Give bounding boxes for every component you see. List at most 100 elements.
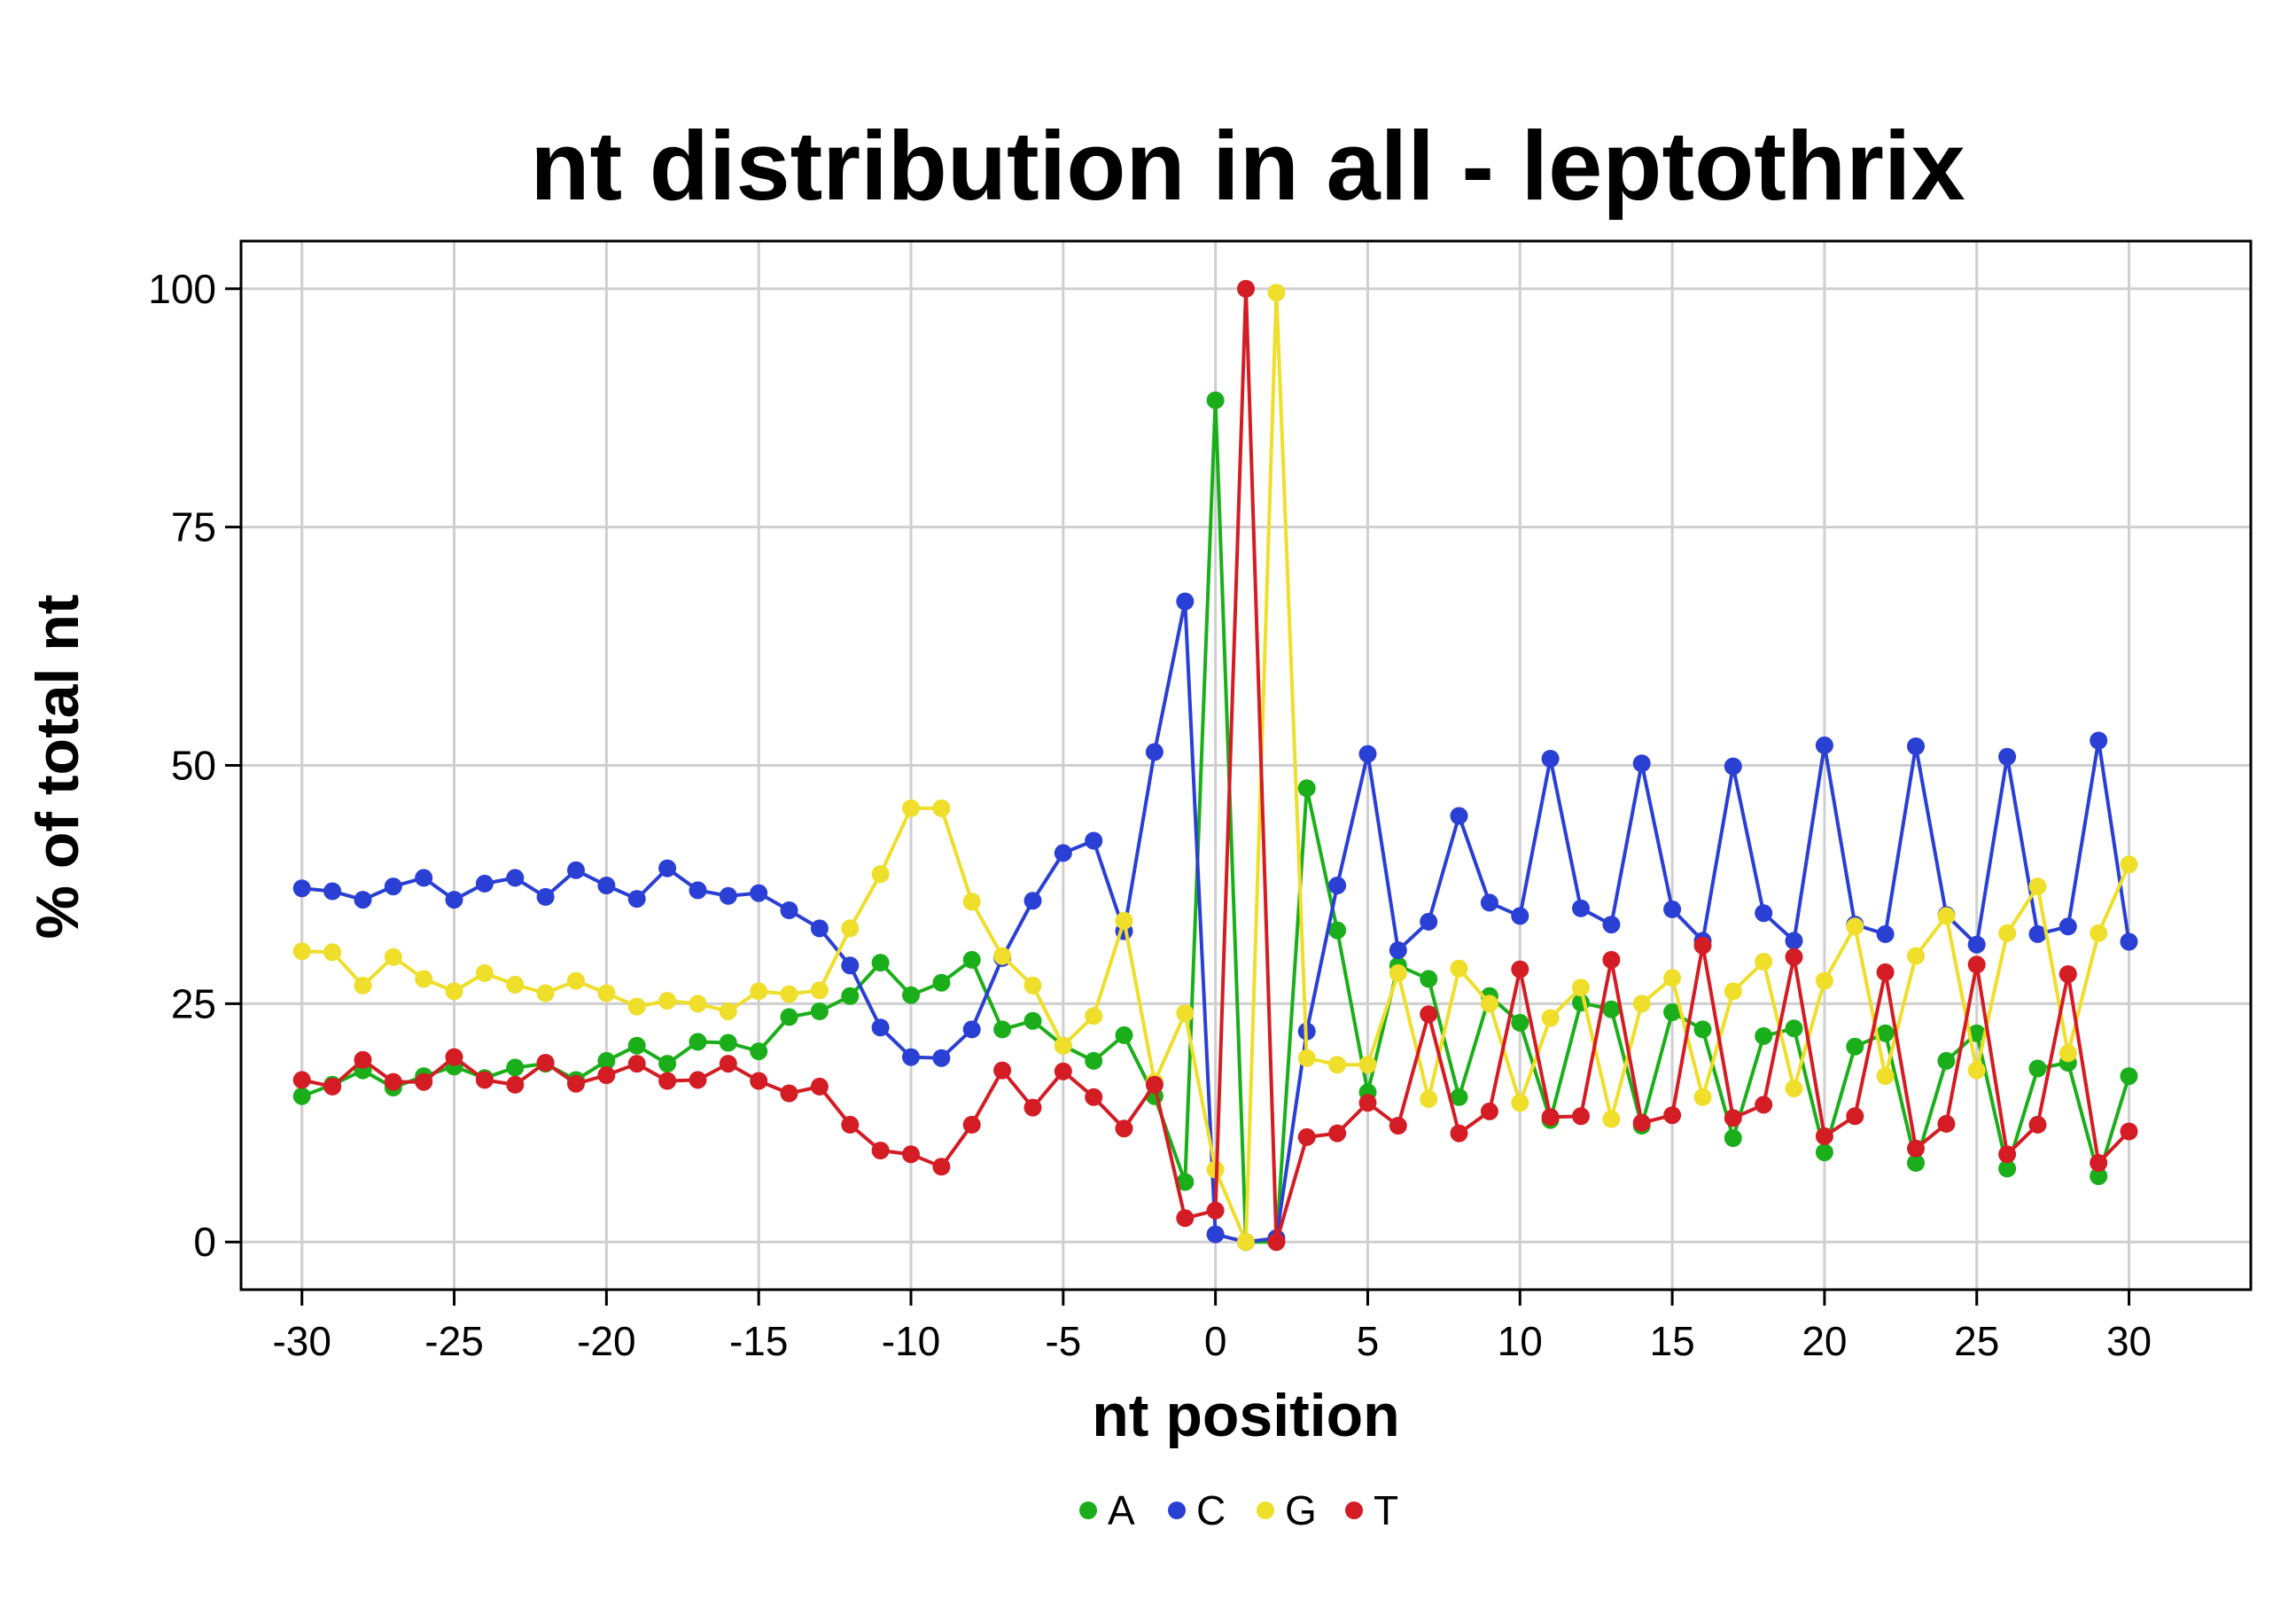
data-point-c	[1145, 743, 1164, 761]
legend-label-g: G	[1285, 1487, 1317, 1533]
data-point-t	[689, 1071, 707, 1089]
data-point-a	[1846, 1037, 1864, 1056]
data-point-a	[1176, 1173, 1195, 1191]
data-point-a	[1115, 1026, 1133, 1044]
data-point-t	[323, 1077, 342, 1096]
data-point-a	[993, 1020, 1012, 1039]
data-point-c	[1541, 750, 1560, 768]
x-tick-label: 30	[2106, 1318, 2152, 1364]
data-point-g	[1541, 1009, 1560, 1027]
data-point-g	[658, 992, 677, 1010]
data-point-t	[2028, 1115, 2047, 1134]
data-point-t	[2120, 1122, 2138, 1141]
data-point-g	[871, 865, 890, 884]
legend-label-t: T	[1374, 1487, 1398, 1533]
data-point-t	[627, 1055, 646, 1073]
data-point-c	[2120, 932, 2138, 951]
data-point-c	[323, 882, 342, 901]
data-point-c	[1967, 935, 1986, 954]
data-point-g	[627, 997, 646, 1016]
data-point-c	[871, 1018, 890, 1037]
data-point-g	[902, 799, 920, 817]
data-point-a	[2090, 1167, 2108, 1185]
data-point-a	[658, 1055, 677, 1073]
data-point-t	[1967, 956, 1986, 974]
data-point-c	[536, 887, 555, 906]
data-point-g	[2059, 1044, 2077, 1063]
data-point-g	[1876, 1067, 1895, 1086]
data-point-g	[597, 984, 616, 1002]
data-point-a	[689, 1033, 707, 1051]
data-point-c	[506, 869, 525, 887]
data-point-c	[1602, 916, 1621, 934]
data-point-g	[1115, 911, 1133, 930]
data-point-a	[1085, 1051, 1103, 1070]
data-point-a	[1297, 779, 1316, 798]
data-point-c	[384, 878, 402, 896]
data-point-c	[1907, 737, 1925, 755]
data-point-a	[810, 1002, 829, 1020]
data-point-g	[1085, 1007, 1103, 1026]
data-point-a	[719, 1034, 737, 1052]
data-point-g	[384, 948, 402, 966]
data-point-t	[719, 1055, 737, 1073]
legend-marker-t	[1345, 1502, 1363, 1519]
y-tick-label: 25	[171, 980, 216, 1026]
series-g	[292, 284, 2138, 1252]
x-tick-label: -10	[882, 1318, 940, 1364]
data-point-t	[1541, 1108, 1560, 1127]
data-point-a	[292, 1087, 311, 1105]
data-point-g	[1176, 1004, 1195, 1023]
data-point-t	[1602, 950, 1621, 969]
data-point-t	[932, 1158, 951, 1176]
x-tick-label: -20	[577, 1318, 635, 1364]
data-point-t	[597, 1066, 616, 1084]
data-point-t	[536, 1054, 555, 1072]
data-point-g	[1602, 1110, 1621, 1128]
data-point-a	[1693, 1020, 1712, 1039]
x-tick-label: 20	[1802, 1318, 1847, 1364]
data-point-t	[902, 1145, 920, 1164]
data-point-g	[1237, 1233, 1255, 1252]
chart-title: nt distribution in all - leptothrix	[530, 112, 1965, 221]
data-point-c	[1785, 932, 1803, 950]
legend-label-a: A	[1108, 1487, 1135, 1533]
data-point-t	[1358, 1094, 1377, 1112]
data-point-c	[1389, 941, 1407, 960]
data-point-t	[1328, 1124, 1347, 1143]
data-point-g	[567, 971, 585, 990]
data-point-t	[2090, 1154, 2108, 1172]
data-point-c	[1085, 831, 1103, 850]
series-c	[292, 592, 2138, 1252]
legend-marker-g	[1257, 1502, 1274, 1519]
data-point-t	[1115, 1119, 1133, 1138]
data-point-t	[1632, 1113, 1651, 1132]
data-point-t	[1815, 1127, 1833, 1145]
data-point-t	[1846, 1107, 1864, 1126]
data-point-a	[841, 987, 860, 1005]
data-point-t	[871, 1142, 890, 1159]
data-point-c	[2090, 731, 2108, 750]
data-point-a	[902, 986, 920, 1004]
data-point-g	[1998, 924, 2017, 942]
data-point-g	[536, 984, 555, 1002]
data-point-c	[962, 1020, 981, 1039]
data-point-a	[2028, 1059, 2047, 1078]
data-point-a	[627, 1036, 646, 1055]
x-tick-label: -30	[272, 1318, 331, 1364]
data-point-g	[1023, 976, 1042, 994]
data-point-t	[1785, 948, 1803, 966]
data-point-a	[1937, 1051, 1956, 1070]
data-point-t	[354, 1050, 372, 1069]
data-point-t	[1267, 1233, 1286, 1252]
data-point-g	[1937, 907, 1956, 925]
data-point-c	[567, 861, 585, 879]
data-point-a	[2120, 1067, 2138, 1086]
data-point-g	[2090, 924, 2108, 942]
data-point-g	[323, 943, 342, 962]
data-point-a	[1602, 1000, 1621, 1018]
x-tick-label: 10	[1498, 1318, 1543, 1364]
data-point-t	[1085, 1088, 1103, 1106]
data-point-t	[1907, 1139, 1925, 1158]
